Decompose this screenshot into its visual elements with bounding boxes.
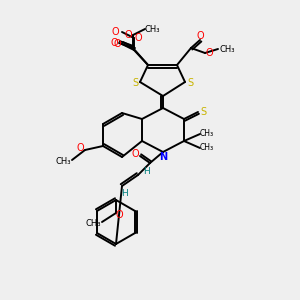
Text: CH₃: CH₃ — [200, 143, 214, 152]
Text: O: O — [131, 149, 139, 159]
Text: CH₃: CH₃ — [144, 25, 160, 34]
Text: S: S — [132, 78, 138, 88]
Text: O: O — [124, 30, 132, 40]
Text: CH₃: CH₃ — [55, 158, 71, 166]
Text: O: O — [134, 33, 142, 43]
Text: O: O — [111, 27, 119, 37]
Text: N: N — [159, 152, 167, 162]
Text: O: O — [76, 143, 84, 153]
Text: S: S — [200, 107, 206, 117]
Text: CH₃: CH₃ — [200, 130, 214, 139]
Text: CH₃: CH₃ — [85, 220, 101, 229]
Text: H: H — [142, 167, 149, 176]
Text: O: O — [205, 48, 213, 58]
Text: O: O — [113, 39, 121, 49]
Text: H: H — [121, 190, 128, 199]
Text: S: S — [187, 78, 193, 88]
Text: CH₃: CH₃ — [219, 44, 235, 53]
Text: O: O — [115, 210, 123, 220]
Text: O: O — [110, 38, 118, 48]
Text: O: O — [196, 31, 204, 41]
